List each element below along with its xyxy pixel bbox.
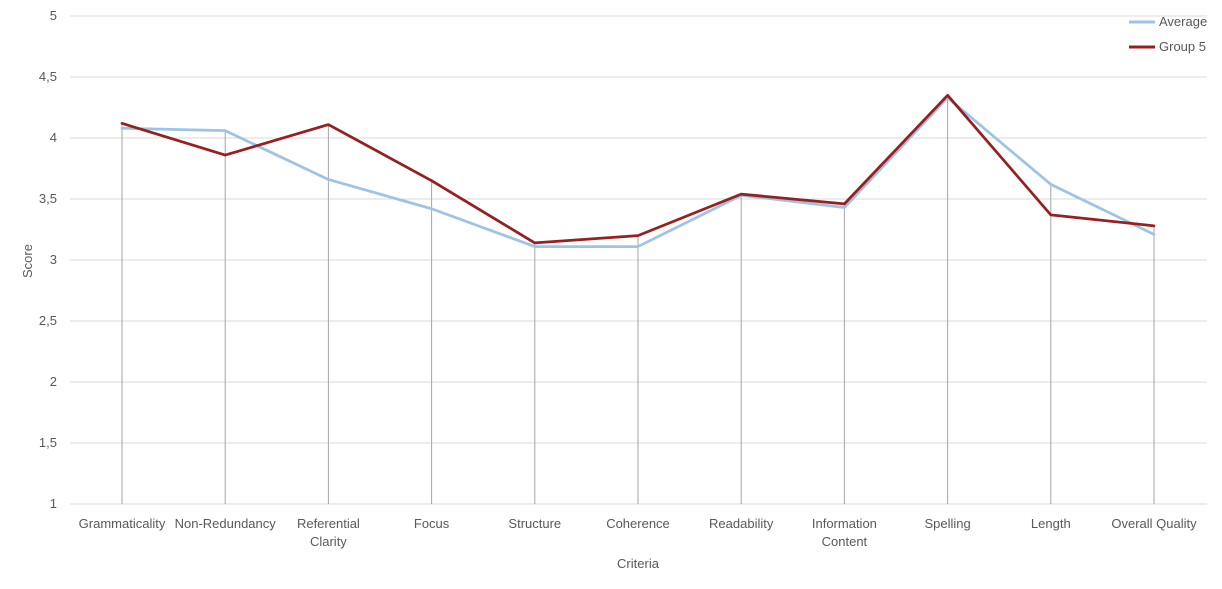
y-tick-label: 3: [50, 252, 57, 267]
y-axis-title: Score: [20, 244, 35, 278]
series-line-average: [120, 96, 1156, 248]
x-axis-title: Criteria: [617, 556, 660, 571]
y-tick-label: 3,5: [39, 191, 57, 206]
y-tick-label: 4,5: [39, 69, 57, 84]
x-tick-label: Grammaticality: [79, 516, 166, 531]
x-tick-label: Overall Quality: [1111, 516, 1197, 531]
y-tick-label: 1,5: [39, 435, 57, 450]
y-tick-label: 2: [50, 374, 57, 389]
series-lines: [120, 93, 1156, 248]
y-tick-label: 5: [50, 8, 57, 23]
x-tick-label: Length: [1031, 516, 1071, 531]
x-tick-label: Coherence: [606, 516, 670, 531]
y-axis-ticks: 1 1,5 2 2,5 3 3,5 4 4,5 5: [39, 8, 57, 511]
series-line-group-5: [120, 93, 1156, 245]
x-tick-label: Referential Clarity: [297, 516, 360, 549]
x-tick-label: Non-Redundancy: [175, 516, 277, 531]
y-tick-label: 2,5: [39, 313, 57, 328]
x-axis-ticks: Grammaticality Non-Redundancy Referential C…: [79, 516, 1197, 549]
x-tick-label: Structure: [508, 516, 561, 531]
x-tick-label: Spelling: [924, 516, 970, 531]
x-tick-label: Readability: [709, 516, 774, 531]
legend: Average Group 5: [1129, 14, 1207, 54]
x-tick-label: Focus: [414, 516, 450, 531]
drop-lines: [121, 95, 1155, 504]
y-tick-label: 1: [50, 496, 57, 511]
legend-label: Group 5: [1159, 39, 1206, 54]
x-tick-label: Information Content: [812, 516, 877, 549]
y-tick-label: 4: [50, 130, 57, 145]
legend-label: Average: [1159, 14, 1207, 29]
